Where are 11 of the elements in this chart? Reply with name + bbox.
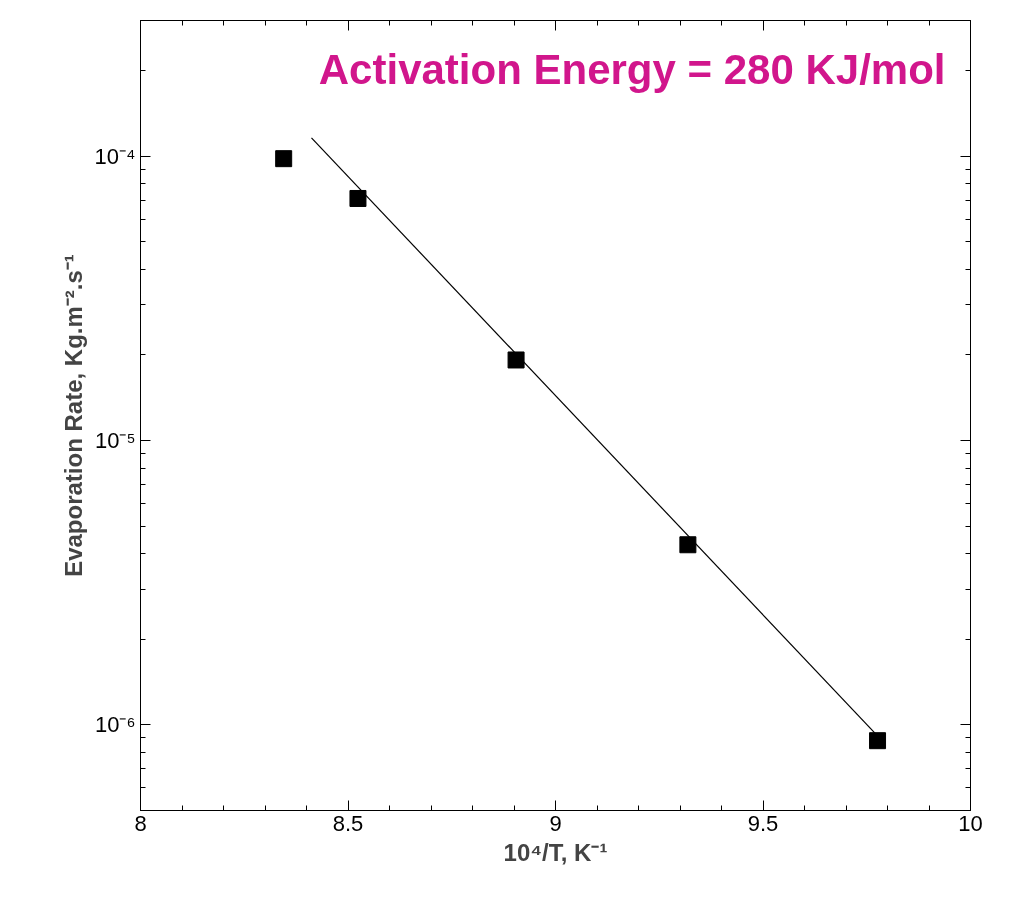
- x-tick-label: 8.5: [332, 810, 364, 836]
- x-axis-title: 10⁴/T, K⁻¹: [503, 838, 608, 866]
- y-axis-title: Evaporation Rate, Kg.m⁻².s⁻¹: [59, 254, 87, 577]
- y-tick-label: 10⁻⁵: [94, 428, 136, 454]
- y-tick-label: 10⁻⁴: [94, 143, 136, 169]
- x-tick-label: 9: [549, 810, 562, 836]
- annotation: Activation Energy = 280 KJ/mol: [318, 45, 946, 93]
- y-tick-label: 10⁻⁶: [94, 712, 136, 738]
- x-tick-label: 8: [134, 810, 147, 836]
- x-tick-label: 10: [958, 810, 983, 836]
- x-tick-label: 9.5: [747, 810, 779, 836]
